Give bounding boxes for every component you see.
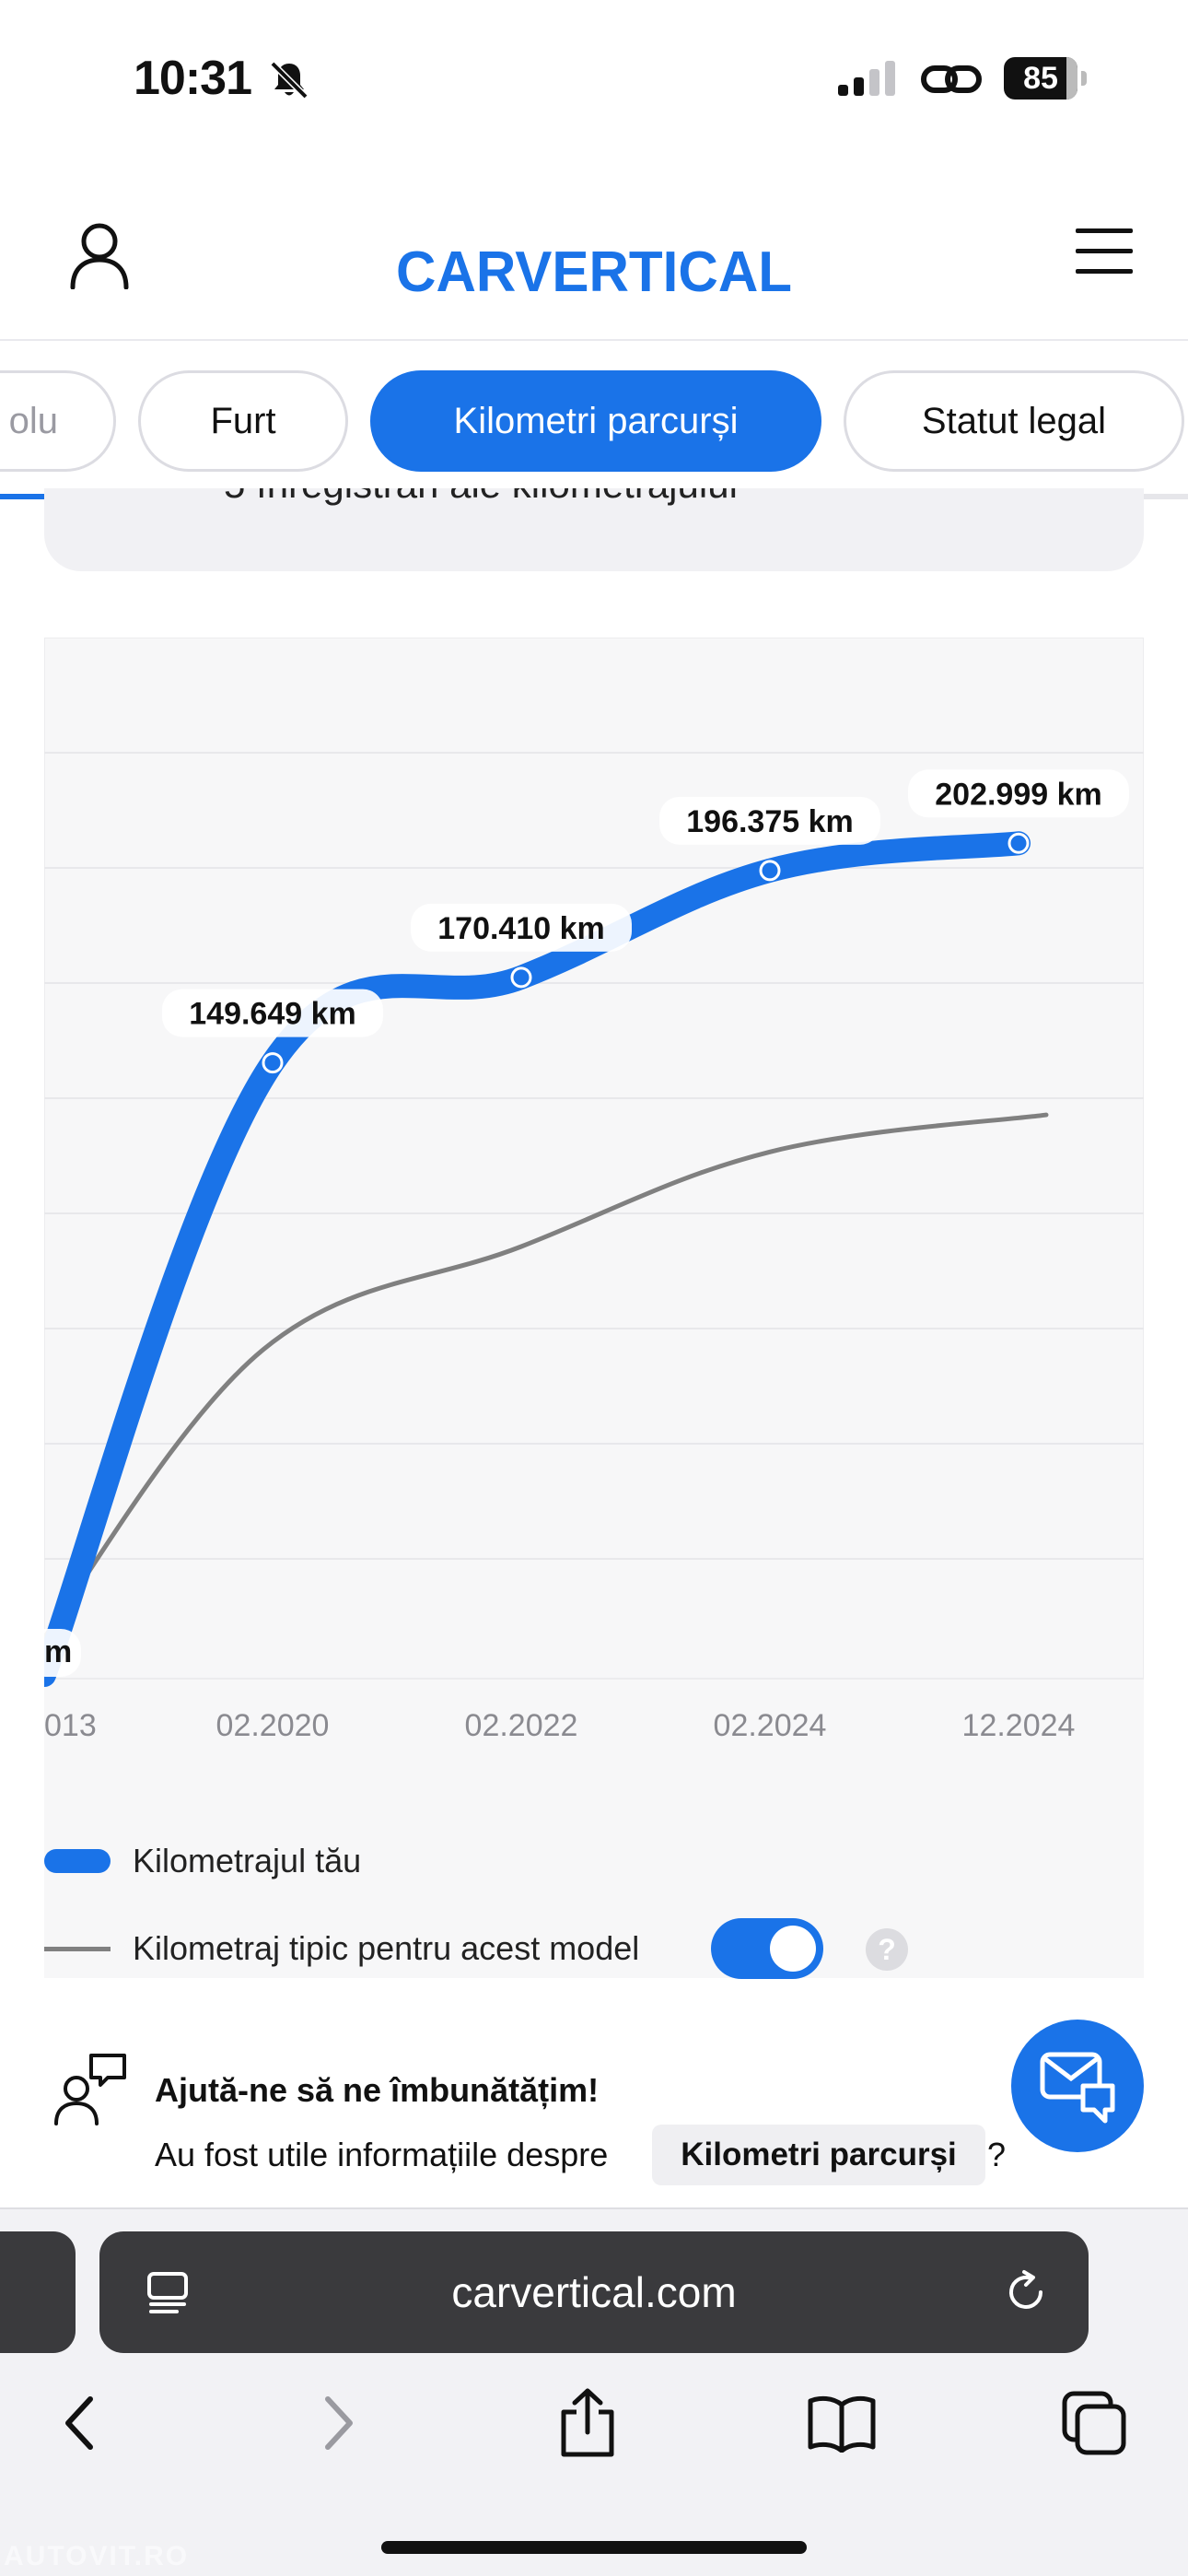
svg-text:CARVERTICAL: CARVERTICAL xyxy=(396,240,792,304)
browser-toolbar: carvertical.com xyxy=(0,2207,1188,2576)
tab-statut-legal[interactable]: Statut legal xyxy=(844,370,1184,472)
reload-icon[interactable] xyxy=(1002,2268,1050,2316)
forward-arrow-icon[interactable] xyxy=(319,2394,359,2453)
tab-kilometri-parcursi[interactable]: Kilometri parcurși xyxy=(370,370,821,472)
mileage-chart-svg: m 149.649 km 170.410 km 196.375 km 202.999 k… xyxy=(44,638,1144,1743)
data-point xyxy=(759,860,781,882)
mileage-chart: m 149.649 km 170.410 km 196.375 km 202.999 k… xyxy=(44,638,1144,1978)
data-point xyxy=(510,966,532,989)
data-label: 202.999 km xyxy=(935,777,1102,812)
previous-tab-pill[interactable] xyxy=(0,2231,76,2353)
feedback-section-chip: Kilometri parcurși xyxy=(652,2125,985,2185)
status-bar: 10:31 85 xyxy=(0,0,1188,157)
legend-own-swatch xyxy=(44,1849,111,1873)
x-tick-label: 013 xyxy=(44,1708,97,1743)
tabs-overview-icon[interactable] xyxy=(1061,2390,1127,2456)
typical-mileage-line xyxy=(44,1112,1049,1640)
status-time: 10:31 xyxy=(134,52,252,105)
legend-own-mileage: Kilometrajul tău xyxy=(44,1833,361,1889)
data-label-bg xyxy=(659,796,880,845)
help-icon[interactable]: ? xyxy=(866,1928,908,1971)
personal-hotspot-icon xyxy=(921,65,982,93)
share-icon[interactable] xyxy=(558,2388,617,2458)
battery-level: 85 xyxy=(1023,61,1058,96)
data-point xyxy=(262,1052,284,1074)
hamburger-menu-icon[interactable] xyxy=(1076,226,1133,277)
legend-typical-mileage: Kilometraj tipic pentru acest model xyxy=(44,1921,639,1976)
data-label-bg xyxy=(908,769,1129,818)
profile-icon[interactable] xyxy=(69,221,130,289)
x-tick-label: 02.2024 xyxy=(714,1708,827,1743)
home-indicator xyxy=(381,2541,807,2554)
battery-indicator: 85 xyxy=(1004,57,1087,100)
address-bar[interactable]: carvertical.com xyxy=(99,2231,1089,2353)
bookmarks-icon[interactable] xyxy=(807,2394,877,2453)
x-tick-label: 12.2024 xyxy=(962,1708,1076,1743)
own-mileage-line xyxy=(44,831,1031,1687)
chat-button[interactable] xyxy=(1011,2020,1144,2152)
url-text[interactable]: carvertical.com xyxy=(451,2268,737,2316)
x-tick-label: 02.2022 xyxy=(465,1708,578,1743)
mileage-summary-card: 5 înregistrări ale kilometrajului xyxy=(44,488,1144,571)
legend-own-label: Kilometrajul tău xyxy=(133,1842,362,1879)
site-header: CARVERTICAL xyxy=(0,184,1188,341)
data-label-bg xyxy=(411,903,632,952)
watermark: AUTOVIT.RO xyxy=(4,2541,190,2571)
summary-text: 5 înregistrări ale kilometrajului xyxy=(224,488,738,507)
data-label: 149.649 km xyxy=(189,997,356,1032)
cellular-signal-icon xyxy=(838,61,895,96)
typical-mileage-toggle[interactable] xyxy=(711,1918,823,1979)
tab-vehicle-partial[interactable]: olu xyxy=(0,370,116,472)
feedback-title: Ajută-ne să ne îmbunătățim! xyxy=(155,2071,600,2109)
legend-typical-label: Kilometraj tipic pentru acest model xyxy=(133,1929,640,1967)
data-label: 170.410 km xyxy=(437,911,605,946)
chat-icon xyxy=(1040,2052,1115,2124)
legend-typical-swatch xyxy=(44,1946,111,1951)
data-label: m xyxy=(44,1634,72,1669)
page-menu-icon[interactable] xyxy=(146,2270,190,2314)
x-tick-label: 02.2020 xyxy=(216,1708,330,1743)
report-section-tabs: olu Furt Kilometri parcurși Statut legal xyxy=(0,343,1188,499)
carvertical-logo[interactable]: CARVERTICAL xyxy=(396,221,792,304)
feedback-people-icon xyxy=(54,2054,126,2125)
data-point xyxy=(1007,832,1030,854)
back-arrow-icon[interactable] xyxy=(59,2394,99,2453)
tab-furt[interactable]: Furt xyxy=(138,370,348,472)
feedback-question-mark: ? xyxy=(987,2136,1007,2173)
feedback-question: Au fost utile informațiile despre xyxy=(155,2136,609,2173)
data-label: 196.375 km xyxy=(686,804,854,839)
bell-off-icon xyxy=(270,61,309,100)
data-label-bg xyxy=(162,989,383,1037)
data-label-bg xyxy=(44,1629,81,1677)
